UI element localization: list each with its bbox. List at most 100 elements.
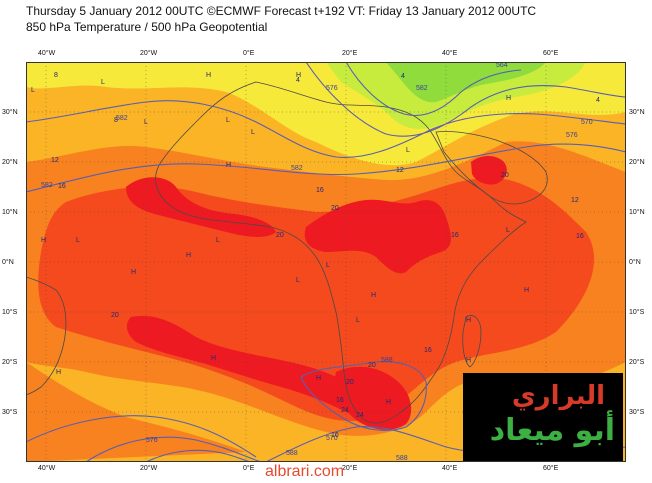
temperature-core-southern-africa — [334, 366, 412, 430]
temperature-label: 20 — [276, 232, 284, 239]
contour-line — [300, 361, 427, 431]
pressure-marker: H — [316, 375, 321, 382]
temperature-label: 20 — [331, 205, 339, 212]
temperature-label: 20 — [368, 362, 376, 369]
pressure-marker: H — [386, 399, 391, 406]
geopotential-label: 582 — [416, 85, 428, 92]
pressure-marker: H — [186, 252, 191, 259]
lon-tick-top: 20°E — [342, 50, 358, 57]
temperature-label: 12 — [51, 157, 59, 164]
pressure-marker: L — [251, 129, 255, 136]
lat-tick-left: 10°S — [2, 309, 18, 316]
temperature-map: 582 582 576 570 576 582 588 576 570 588 … — [26, 62, 626, 462]
lat-tick-right: 0°N — [629, 259, 641, 266]
lon-tick-bottom: 0°E — [243, 465, 255, 472]
lat-tick-right: 30°N — [629, 109, 645, 116]
contour-line — [26, 415, 257, 458]
geopotential-label: 582 — [116, 115, 128, 122]
lon-tick-bottom: 20°W — [140, 465, 158, 472]
lat-tick-right: 10°N — [629, 209, 645, 216]
lon-tick-bottom: 40°E — [442, 465, 458, 472]
temperature-label: 8 — [54, 72, 58, 79]
contour-line — [345, 62, 522, 116]
lon-tick-top: 20°W — [140, 50, 158, 57]
temperature-label: 4 — [596, 97, 600, 104]
lat-tick-right: 10°S — [629, 309, 645, 316]
lon-tick-top: 60°E — [543, 50, 559, 57]
temperature-label: 16 — [424, 347, 432, 354]
pressure-marker: H — [466, 357, 471, 364]
logo-text-bottom: أبو ميعاد — [489, 413, 615, 448]
geopotential-label: 570 — [581, 119, 593, 126]
temperature-core-central-africa — [304, 199, 451, 274]
temperature-label: 16 — [58, 183, 66, 190]
geopotential-label: 582 — [291, 165, 303, 172]
temperature-label: 24 — [341, 407, 349, 414]
temperature-label: 4 — [296, 77, 300, 84]
pressure-marker: H — [506, 95, 511, 102]
pressure-marker: H — [56, 369, 61, 376]
temperature-label: 12 — [571, 197, 579, 204]
pressure-marker: H — [226, 162, 231, 169]
temperature-label: 16 — [331, 432, 339, 439]
coastline-south-america — [26, 276, 67, 396]
temperature-label: 20 — [346, 379, 354, 386]
contour-line — [85, 436, 262, 462]
lat-tick-left: 30°N — [2, 109, 18, 116]
geopotential-label: 564 — [496, 62, 508, 69]
temperature-label: 24 — [356, 412, 364, 419]
lat-tick-left: 20°S — [2, 359, 18, 366]
lat-tick-right: 30°S — [629, 409, 645, 416]
lat-tick-left: 0°N — [2, 259, 14, 266]
temperature-label: 16 — [451, 232, 459, 239]
temperature-band-hot — [38, 177, 595, 422]
pressure-marker: L — [101, 79, 105, 86]
map-frame — [26, 62, 626, 462]
geopotential-label: 576 — [566, 132, 578, 139]
geopotential-label: 588 — [396, 455, 408, 462]
lat-tick-right: 20°N — [629, 159, 645, 166]
temperature-label: 16 — [336, 397, 344, 404]
lat-tick-left: 10°N — [2, 209, 18, 216]
geopotential-label: 582 — [41, 182, 53, 189]
pressure-marker: H — [296, 72, 301, 79]
coastline-arabia — [435, 131, 548, 205]
lon-tick-top: 0°E — [243, 50, 255, 57]
temperature-band-warm-south — [26, 362, 246, 462]
geopotential-label: 588 — [286, 450, 298, 457]
temperature-labels: 8 4 4 4 8 12 12 16 16 20 20 20 16 12 16 … — [51, 72, 600, 439]
pressure-marker: H — [131, 269, 136, 276]
coastline-madagascar — [462, 315, 482, 368]
lat-tick-left: 30°S — [2, 409, 18, 416]
brand-logo: البراري أبو ميعاد — [463, 373, 623, 461]
contour-line — [145, 449, 252, 462]
pressure-marker: H — [466, 317, 471, 324]
chart-subtitle: 850 hPa Temperature / 500 hPa Geopotenti… — [26, 20, 268, 34]
coastline-africa — [155, 81, 527, 424]
lon-tick-top: 40°W — [38, 50, 56, 57]
logo-text-top: البراري — [511, 381, 605, 411]
lon-tick-bottom: 20°E — [342, 465, 358, 472]
pressure-marker: H — [211, 355, 216, 362]
temperature-label: 16 — [576, 233, 584, 240]
geopotential-contours — [26, 62, 626, 462]
geopotential-label: 570 — [326, 435, 338, 442]
pressure-marker: L — [406, 147, 410, 154]
temperature-label: 20 — [501, 172, 509, 179]
pressure-marker: H — [41, 237, 46, 244]
temperature-label: 20 — [111, 312, 119, 319]
lon-tick-bottom: 40°W — [38, 465, 56, 472]
contour-line — [26, 100, 626, 158]
temperature-label: 12 — [396, 167, 404, 174]
pressure-markers: H L H L H L L H L L H L H L L H H L L H … — [31, 72, 529, 406]
pressure-marker: L — [506, 227, 510, 234]
watermark: albrari.com — [265, 463, 345, 480]
pressure-marker: L — [356, 317, 360, 324]
geopotential-label: 576 — [326, 85, 338, 92]
chart-title: Thursday 5 January 2012 00UTC ©ECMWF For… — [26, 4, 537, 18]
lon-tick-top: 40°E — [442, 50, 458, 57]
temperature-core-sahel-west — [126, 177, 276, 237]
pressure-marker: L — [76, 237, 80, 244]
lat-tick-left: 20°N — [2, 159, 18, 166]
pressure-marker: H — [524, 287, 529, 294]
